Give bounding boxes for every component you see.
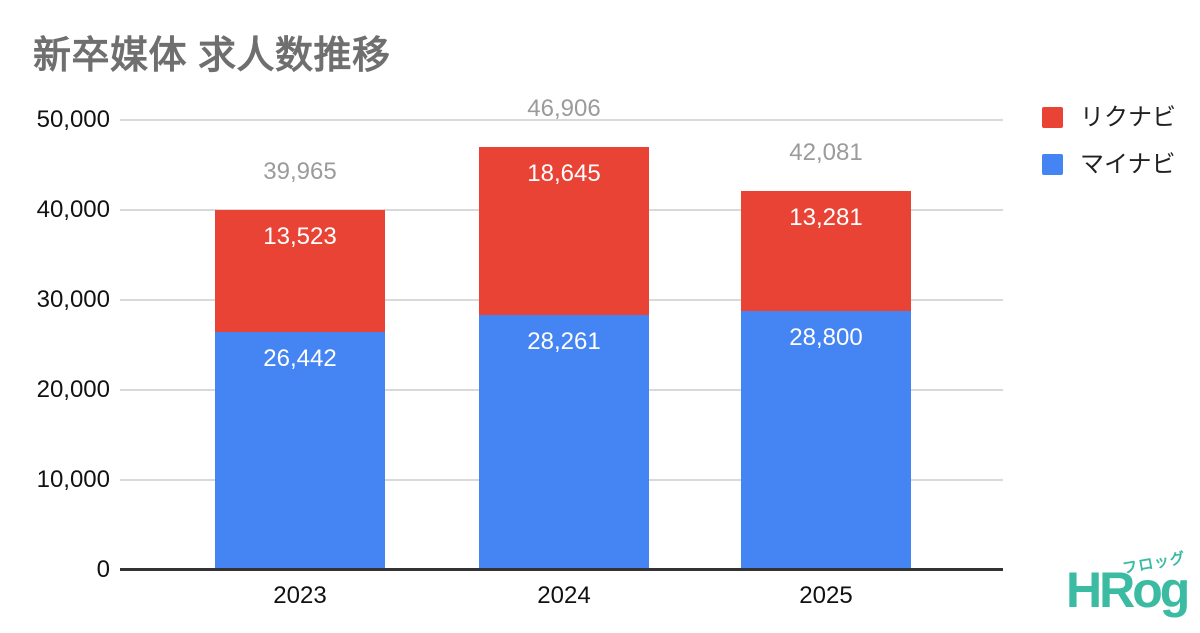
y-tick-label: 10,000 [36, 465, 110, 493]
bar-segment-リクナビ [741, 190, 911, 311]
legend-swatch-icon [1042, 107, 1063, 128]
y-tick-label: 40,000 [36, 195, 110, 223]
bar-total-label: 39,965 [263, 157, 337, 185]
bar-segment-リクナビ [479, 147, 649, 316]
y-tick-label: 50,000 [36, 105, 110, 133]
bar-value-label: 13,281 [789, 203, 863, 231]
bar-total-label: 42,081 [789, 138, 863, 166]
legend-swatch-icon [1042, 154, 1063, 175]
y-tick-label: 30,000 [36, 285, 110, 313]
bar-value-label: 28,800 [789, 323, 863, 351]
x-tick-label: 2024 [537, 582, 591, 609]
bar-segment-マイナビ [215, 331, 385, 570]
bar-total-label: 46,906 [527, 95, 601, 123]
legend-label: マイナビ [1080, 151, 1176, 178]
x-axis-line [120, 568, 1003, 571]
legend-label: リクナビ [1080, 104, 1176, 131]
chart-title: 新卒媒体 求人数推移 [33, 35, 391, 77]
bar-value-label: 28,261 [527, 328, 601, 356]
bar-segment-マイナビ [741, 310, 911, 570]
bar-segment-リクナビ [215, 209, 385, 332]
bar-value-label: 18,645 [527, 160, 601, 188]
bar-value-label: 13,523 [263, 222, 337, 250]
bar-value-label: 26,442 [263, 344, 337, 372]
hrog-logo: フロッグ HRog [1066, 550, 1200, 630]
x-tick-label: 2025 [799, 582, 853, 609]
gridline [120, 118, 1003, 121]
x-tick-label: 2023 [273, 582, 327, 609]
logo-text: HRog [1066, 562, 1190, 618]
y-tick-label: 0 [96, 556, 110, 583]
bar-segment-マイナビ [479, 315, 649, 570]
y-tick-label: 20,000 [36, 375, 110, 403]
